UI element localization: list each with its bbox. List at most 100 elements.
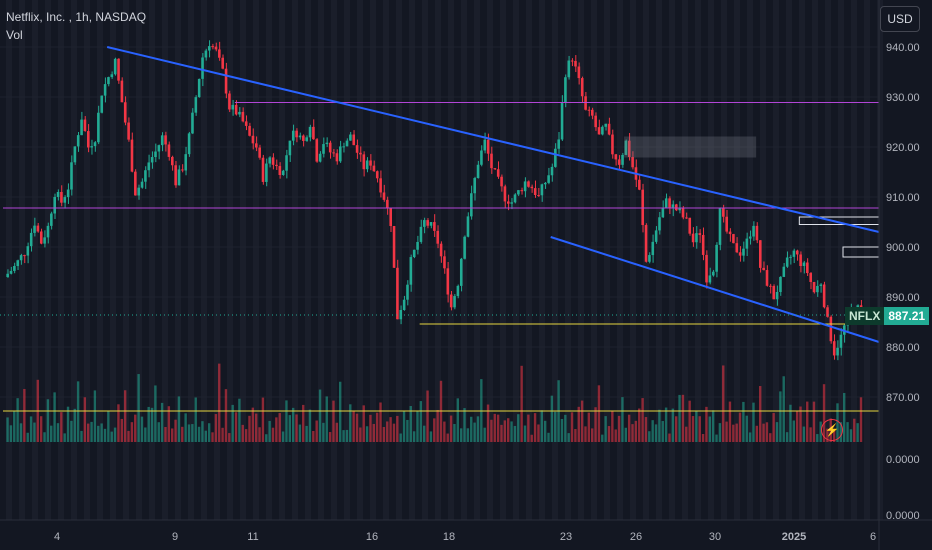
price-tick-label: 930.00 — [886, 92, 920, 104]
candle-body — [574, 60, 577, 67]
candle-body — [261, 157, 265, 182]
volume-bar — [97, 425, 100, 442]
volume-bar — [722, 365, 725, 442]
candle-body — [191, 112, 194, 134]
lightning-bolt-icon[interactable]: ⚡ — [821, 419, 843, 441]
volume-bar — [261, 397, 265, 442]
candle-body — [419, 226, 423, 242]
candle-body — [113, 58, 117, 75]
candle-body — [594, 115, 597, 128]
volume-bar — [6, 417, 9, 442]
candle-body — [409, 257, 413, 285]
volume-bar — [412, 431, 416, 442]
volume-bar — [627, 414, 631, 442]
volume-bar — [39, 416, 43, 442]
volume-bar — [228, 433, 231, 442]
candle-body — [147, 162, 151, 171]
volume-bar — [547, 432, 550, 442]
time-tick-label: 18 — [443, 531, 455, 543]
candle-body — [63, 197, 67, 203]
candle-body — [681, 207, 685, 218]
candle-body — [769, 285, 772, 287]
volume-bar — [436, 409, 439, 442]
session-band — [201, 0, 207, 520]
volume-bar — [631, 424, 634, 442]
volume-bar — [26, 432, 29, 442]
candle-body — [493, 168, 497, 170]
session-band — [6, 0, 12, 520]
candle-body — [46, 225, 50, 238]
volume-bar — [238, 398, 241, 442]
volume-bar — [187, 424, 191, 442]
candle-body — [211, 46, 214, 48]
volume-bar — [752, 402, 755, 442]
volume-bar — [584, 426, 587, 442]
candle-body — [244, 121, 248, 126]
volume-bar — [93, 390, 97, 442]
volume-bar — [281, 431, 285, 442]
volume-bar — [513, 425, 517, 442]
volume-bar — [644, 417, 648, 442]
volume-bar — [312, 430, 315, 442]
session-band — [370, 0, 376, 520]
volume-bar — [802, 426, 806, 442]
candle-body — [691, 233, 695, 243]
volume-bar — [409, 406, 412, 442]
volume-bar — [775, 422, 779, 442]
volume-bar — [268, 420, 271, 442]
candle-body — [752, 225, 755, 237]
volume-bar — [298, 424, 302, 442]
candle-body — [449, 294, 453, 308]
volume-bar — [211, 432, 214, 442]
candle-body — [174, 165, 177, 186]
volume-bar — [406, 419, 409, 442]
candle-body — [345, 140, 349, 147]
candle-body — [90, 146, 93, 148]
candle-body — [238, 111, 241, 115]
candle-body — [601, 126, 604, 135]
candle-body — [160, 135, 164, 146]
volume-bar — [295, 414, 298, 442]
volume-bar — [70, 420, 73, 442]
candle-body — [140, 181, 144, 188]
candle-body — [130, 139, 134, 172]
session-band — [175, 0, 181, 520]
volume-bar — [718, 423, 722, 442]
volume-bar — [530, 434, 533, 442]
session-bands — [6, 0, 883, 520]
volume-bar — [711, 410, 715, 442]
volume-bar — [423, 425, 426, 442]
volume-bar — [473, 422, 476, 442]
candle-body — [167, 144, 171, 157]
candle-body — [554, 148, 557, 167]
volume-bar — [127, 430, 130, 442]
candle-body — [540, 184, 544, 196]
candle-body — [362, 154, 366, 170]
volume-bar — [591, 428, 594, 442]
candle-body — [533, 188, 537, 195]
candle-body — [591, 109, 594, 116]
volume-bar — [785, 432, 789, 442]
session-band — [812, 0, 818, 520]
volume-bar — [765, 422, 769, 442]
currency-button[interactable]: USD — [880, 6, 920, 32]
volume-bar — [110, 431, 113, 442]
session-band — [760, 0, 766, 520]
session-band — [565, 0, 571, 520]
candle-body — [19, 255, 23, 261]
candle-body — [785, 257, 789, 267]
volume-bar — [322, 422, 325, 442]
candle-body — [463, 236, 466, 259]
volume-bar — [191, 424, 194, 442]
volume-bar — [194, 397, 197, 442]
candle-body — [496, 169, 500, 177]
candle-body — [775, 291, 779, 300]
volume-bar — [470, 416, 473, 442]
session-band — [604, 0, 610, 520]
volume-bars — [6, 363, 863, 442]
session-band — [227, 0, 233, 520]
volume-bar — [611, 410, 614, 442]
price-tick-label: 910.00 — [886, 192, 920, 204]
volume-bar — [83, 397, 87, 442]
